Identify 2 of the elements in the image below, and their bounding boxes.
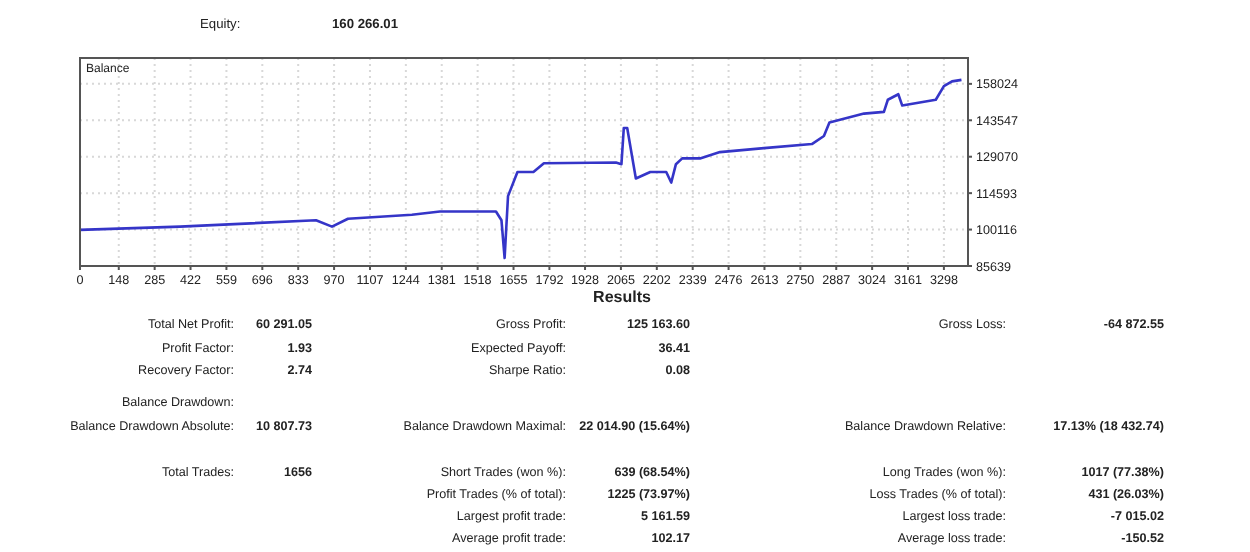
line-series bbox=[78, 78, 963, 260]
text: Results bbox=[593, 288, 652, 306]
